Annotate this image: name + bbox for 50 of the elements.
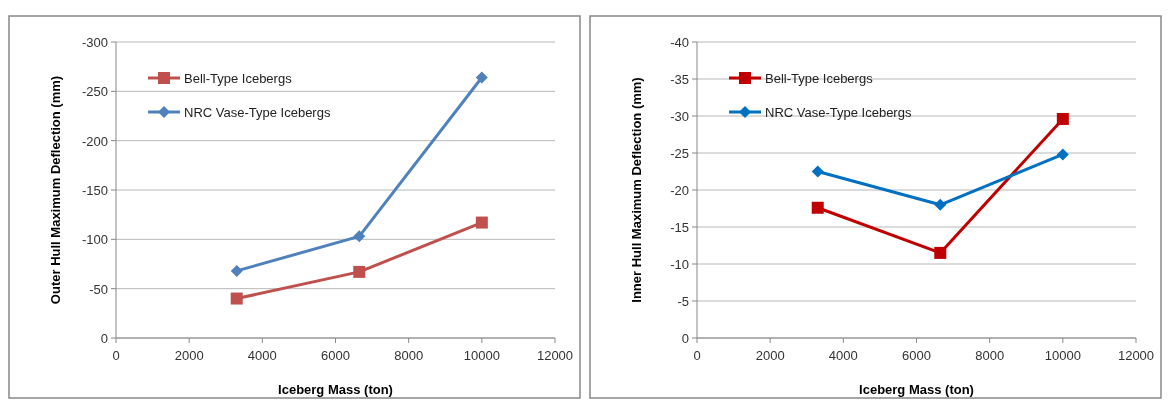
x-tick-label: 2000 (755, 348, 785, 363)
y-tick-label: -200 (81, 133, 108, 149)
point (230, 264, 243, 277)
point (353, 230, 366, 243)
x-tick-label: 10000 (1044, 348, 1081, 363)
x-tick-label: 10000 (463, 348, 500, 363)
x-tick-label: 0 (693, 348, 701, 363)
y-tick-label: -25 (670, 146, 689, 161)
y-tick-label: 0 (681, 331, 689, 346)
y-tick-label: -100 (81, 232, 108, 248)
point (1056, 148, 1069, 161)
y-tick-label: -250 (81, 84, 108, 100)
point (230, 292, 243, 305)
y-tick-label: -30 (670, 109, 689, 124)
y-tick-label: -35 (670, 72, 689, 87)
y-tick-label: -5 (677, 294, 689, 309)
x-tick-label: 6000 (321, 348, 350, 363)
x-tick-label: 12000 (536, 348, 574, 363)
point (934, 246, 947, 259)
x-tick-label: 8000 (394, 348, 424, 363)
y-tick-label: -20 (670, 183, 689, 198)
point (811, 165, 824, 178)
x-axis-title: Iceberg Mass (ton) (859, 382, 974, 397)
point (811, 201, 824, 214)
legend-label: Bell-Type Icebergs (765, 71, 874, 86)
x-tick-label: 6000 (902, 348, 931, 363)
y-tick-label: -10 (670, 257, 689, 272)
point (934, 198, 947, 211)
x-tick-label: 12000 (1117, 348, 1155, 363)
x-tick-label: 0 (112, 348, 120, 363)
x-tick-label: 2000 (174, 348, 204, 363)
y-axis-title: Inner Hull Maximum Deflection (mm) (629, 77, 644, 303)
x-tick-label: 8000 (975, 348, 1005, 363)
y-tick-label: -300 (81, 35, 108, 50)
legend-label: NRC Vase-Type Icebergs (184, 105, 331, 120)
x-tick-label: 4000 (828, 348, 858, 363)
point (1056, 112, 1069, 125)
x-tick-label: 4000 (247, 348, 277, 363)
y-tick-label: -50 (89, 281, 108, 297)
legend-label: Bell-Type Icebergs (184, 71, 293, 86)
x-axis-title: Iceberg Mass (ton) (278, 382, 393, 397)
point (353, 265, 366, 278)
y-tick-label: -40 (670, 35, 689, 50)
y-tick-label: -15 (670, 220, 689, 235)
point (475, 216, 488, 229)
legend-label: NRC Vase-Type Icebergs (765, 105, 912, 120)
y-tick-label: -150 (81, 183, 108, 198)
point (475, 71, 488, 84)
y-tick-label: 0 (100, 331, 108, 346)
y-axis-title: Outer Hull Maximum Deflection (mm) (48, 75, 63, 305)
